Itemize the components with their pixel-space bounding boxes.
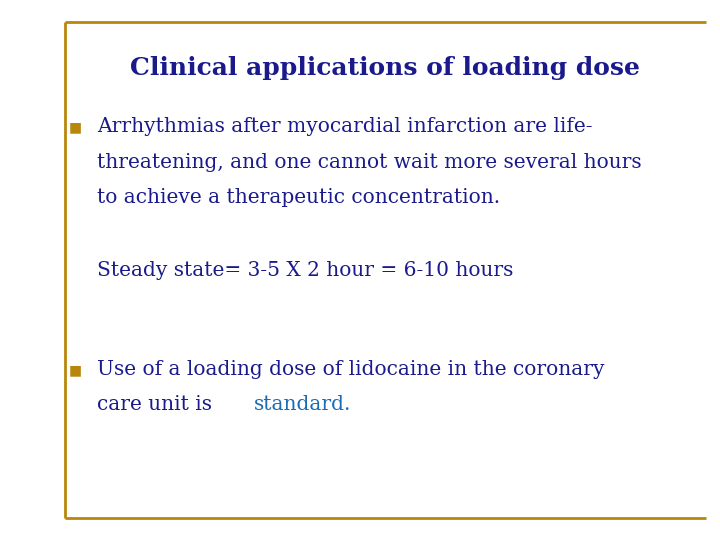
Text: ■: ■	[69, 120, 82, 134]
Text: ■: ■	[69, 363, 82, 377]
Text: to achieve a therapeutic concentration.: to achieve a therapeutic concentration.	[97, 187, 500, 207]
Text: Use of a loading dose of lidocaine in the coronary: Use of a loading dose of lidocaine in th…	[97, 360, 605, 380]
Text: care unit is: care unit is	[97, 395, 219, 415]
Text: Clinical applications of loading dose: Clinical applications of loading dose	[130, 56, 640, 79]
Text: standard.: standard.	[254, 395, 351, 415]
Text: Steady state= 3-5 X 2 hour = 6-10 hours: Steady state= 3-5 X 2 hour = 6-10 hours	[97, 260, 513, 280]
Text: Arrhythmias after myocardial infarction are life-: Arrhythmias after myocardial infarction …	[97, 117, 593, 137]
Text: threatening, and one cannot wait more several hours: threatening, and one cannot wait more se…	[97, 152, 642, 172]
